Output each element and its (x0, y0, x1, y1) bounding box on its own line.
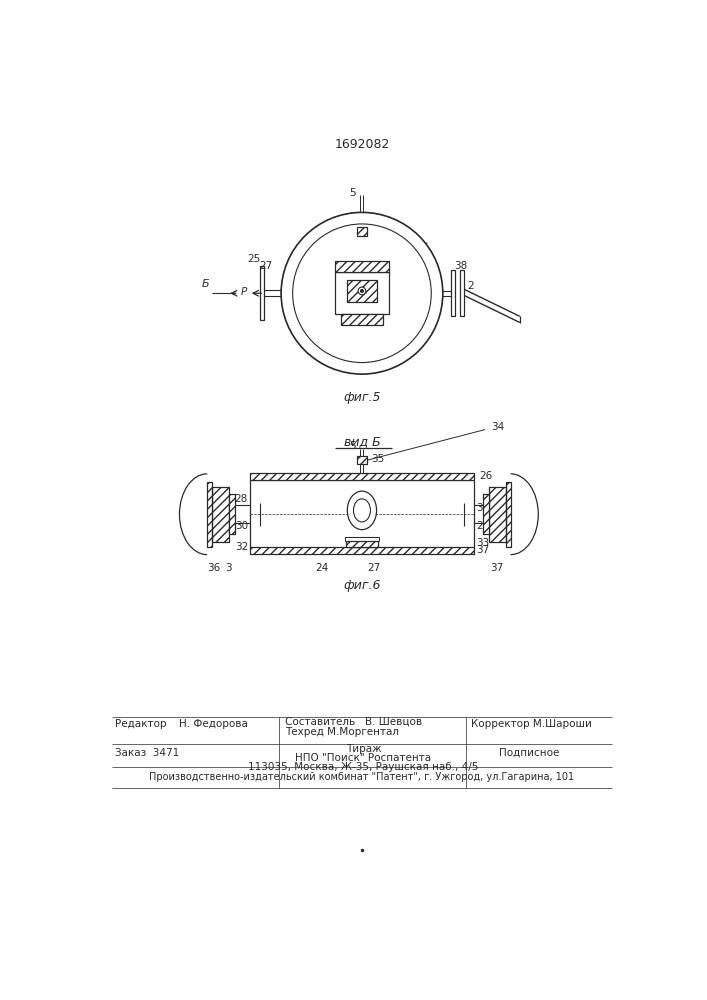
Text: 28: 28 (235, 494, 248, 504)
Bar (207, 482, 212, 547)
Text: Корректор М.Шароши: Корректор М.Шароши (472, 719, 592, 729)
Text: 3: 3 (226, 563, 232, 573)
Text: 2: 2 (467, 281, 474, 291)
Bar (335, 272, 389, 314)
Bar (506, 482, 510, 547)
Circle shape (281, 212, 443, 374)
Bar (345, 537, 379, 541)
Bar (229, 494, 235, 534)
Bar (250, 547, 474, 554)
Bar (483, 494, 489, 534)
Text: Заказ  3471: Заказ 3471 (115, 748, 179, 758)
Text: 27: 27 (367, 563, 380, 573)
Circle shape (293, 224, 431, 363)
Bar (207, 482, 212, 547)
Bar (229, 494, 235, 534)
Text: 5: 5 (349, 188, 356, 198)
Bar (259, 266, 264, 320)
Bar (357, 456, 366, 464)
Text: 36: 36 (207, 563, 221, 573)
Bar (212, 487, 229, 542)
Text: Составитель   В. Шевцов: Составитель В. Шевцов (285, 716, 422, 726)
Bar (483, 494, 489, 534)
Ellipse shape (347, 491, 377, 530)
Text: Редактор: Редактор (115, 719, 166, 729)
Text: Н. Федорова: Н. Федорова (179, 719, 247, 729)
Text: 113035, Москва, Ж-35, Раушская наб., 4/5: 113035, Москва, Ж-35, Раушская наб., 4/5 (248, 762, 479, 772)
Text: 25: 25 (247, 254, 260, 264)
Bar (346, 537, 378, 547)
Text: 26: 26 (383, 315, 397, 325)
Ellipse shape (354, 499, 370, 522)
Bar (346, 541, 378, 547)
Bar (347, 280, 377, 302)
Bar (347, 280, 377, 302)
Bar (347, 280, 377, 302)
Bar (346, 541, 378, 547)
Text: 27: 27 (259, 261, 272, 271)
Bar (250, 547, 474, 554)
Text: НПО "Поиск" Роспатента: НПО "Поиск" Роспатента (296, 753, 431, 763)
Text: 3: 3 (428, 269, 434, 279)
Bar (335, 261, 389, 272)
Circle shape (358, 287, 366, 295)
Bar (450, 270, 455, 316)
Bar (341, 314, 382, 325)
Text: Тираж: Тираж (346, 744, 381, 754)
Text: 34: 34 (402, 233, 415, 243)
Text: 35: 35 (375, 225, 388, 235)
Bar (250, 473, 474, 480)
Text: Техред М.Моргентал: Техред М.Моргентал (285, 727, 399, 737)
Text: Б: Б (201, 279, 209, 289)
Bar (250, 473, 474, 480)
Text: 1692082: 1692082 (334, 138, 390, 151)
Text: 24: 24 (395, 326, 407, 336)
Text: 33: 33 (476, 538, 489, 548)
Wedge shape (281, 212, 443, 374)
Bar (489, 487, 506, 542)
Text: 38: 38 (455, 261, 467, 271)
Text: Р: Р (241, 287, 247, 297)
Text: 29: 29 (476, 521, 489, 531)
Bar (347, 280, 377, 302)
Text: 24: 24 (315, 563, 329, 573)
Text: 5: 5 (349, 441, 356, 451)
Bar (460, 270, 464, 316)
Bar (489, 487, 506, 542)
Text: вид Б: вид Б (344, 435, 380, 448)
Bar (506, 482, 510, 547)
Bar (229, 494, 235, 534)
Bar (357, 456, 366, 464)
Text: Подписное: Подписное (499, 748, 559, 758)
Bar (483, 494, 489, 534)
Text: 32: 32 (235, 542, 248, 552)
Text: 37: 37 (490, 563, 503, 573)
Text: Производственно-издательский комбинат "Патент", г. Ужгород, ул.Гагарина, 101: Производственно-издательский комбинат "П… (149, 772, 575, 782)
Text: 35: 35 (371, 454, 385, 464)
Text: фиг.5: фиг.5 (343, 391, 380, 404)
Text: 30: 30 (235, 521, 248, 531)
Bar (356, 227, 368, 236)
Text: 26: 26 (479, 471, 492, 481)
Circle shape (361, 289, 363, 292)
Text: 31: 31 (476, 503, 489, 513)
Bar (341, 314, 382, 325)
Text: 34: 34 (491, 422, 505, 432)
Text: 37: 37 (476, 545, 489, 555)
Bar (212, 487, 229, 542)
Text: G: G (370, 338, 378, 348)
Text: фиг.6: фиг.6 (343, 579, 380, 592)
Bar (356, 227, 368, 236)
Bar (335, 261, 389, 272)
